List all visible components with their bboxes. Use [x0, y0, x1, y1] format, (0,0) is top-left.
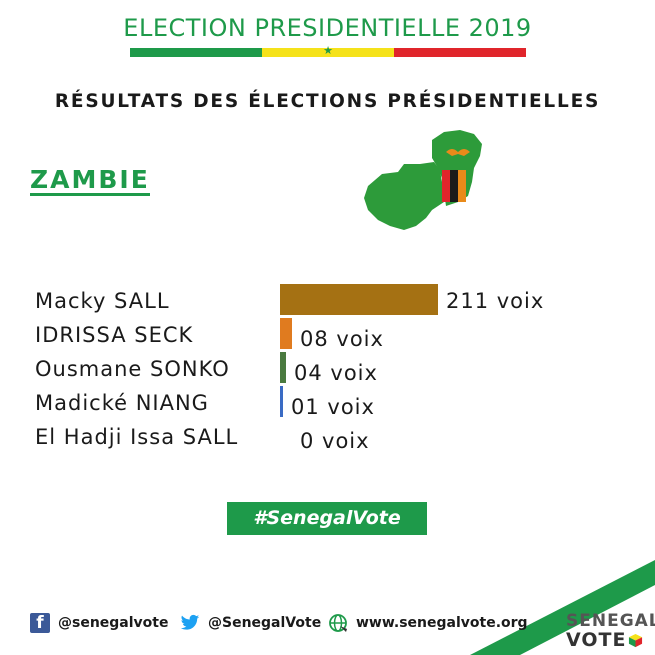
bar-value-label: 0 voix — [300, 429, 370, 453]
candidate-name: Macky SALL — [35, 289, 170, 313]
facebook-link[interactable]: f @senegalvote — [30, 612, 169, 634]
candidate-list: Macky SALL IDRISSA SECK Ousmane SONKO Ma… — [35, 284, 238, 454]
bar-0 — [280, 284, 438, 315]
bar-value-label: 08 voix — [300, 327, 384, 351]
ballot-cube-icon — [629, 633, 643, 647]
candidate-name: Madické NIANG — [35, 391, 209, 415]
bar-value-label: 04 voix — [294, 361, 378, 385]
globe-icon — [328, 613, 348, 633]
senegal-flag-bar: ★ — [130, 44, 526, 57]
bar-2 — [280, 352, 286, 383]
senegalvote-logo: SENEGAL VOTE — [566, 611, 655, 651]
candidate-name: IDRISSA SECK — [35, 323, 194, 347]
bar-value-label: 01 voix — [291, 395, 375, 419]
results-subtitle: RÉSULTATS DES ÉLECTIONS PRÉSIDENTIELLES — [54, 91, 601, 112]
bar-3 — [280, 386, 283, 417]
country-underline — [30, 193, 150, 196]
country-name: ZAMBIE — [30, 165, 150, 194]
bar-1 — [280, 318, 292, 349]
facebook-icon: f — [30, 613, 50, 633]
candidate-name: Ousmane SONKO — [35, 357, 230, 381]
candidate-name: El Hadji Issa SALL — [35, 425, 239, 449]
hashtag-badge: #SenegalVote — [227, 502, 427, 535]
zambia-map-icon — [364, 130, 482, 230]
bar-value-label: 211 voix — [446, 289, 544, 313]
website-link[interactable]: www.senegalvote.org — [328, 612, 528, 634]
twitter-icon — [180, 613, 200, 633]
flag-star-icon: ★ — [323, 44, 333, 57]
twitter-link[interactable]: @SenegalVote — [180, 612, 321, 634]
page-title: ELECTION PRESIDENTIELLE 2019 — [123, 14, 532, 42]
